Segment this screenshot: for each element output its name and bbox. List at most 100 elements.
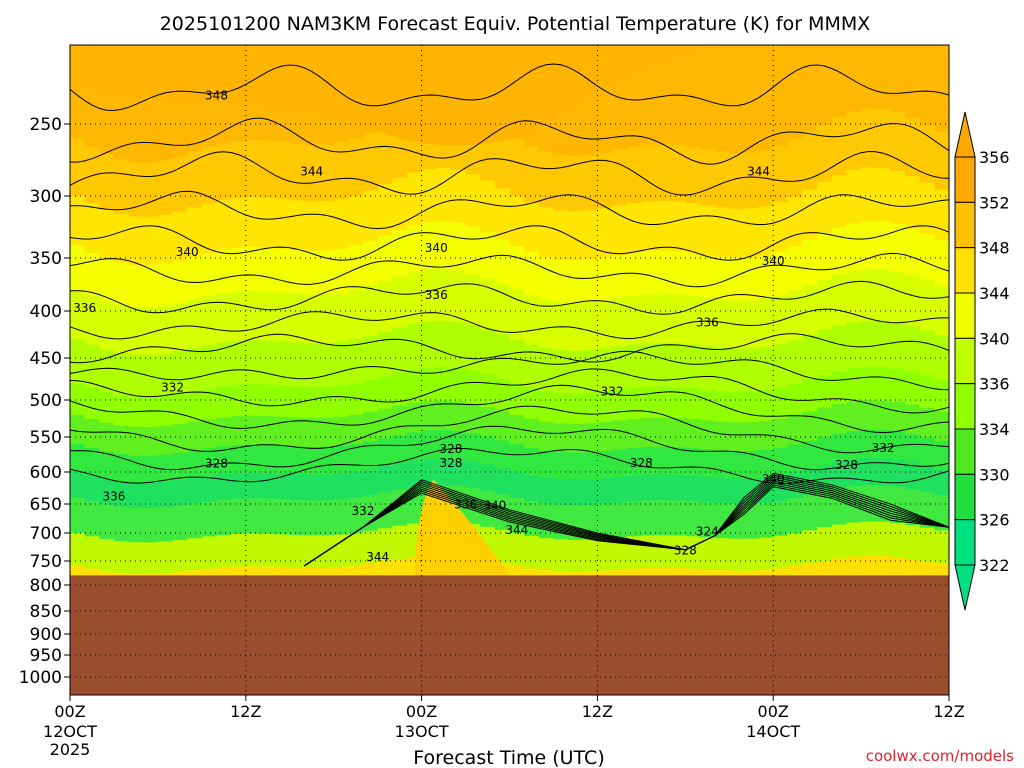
fill-cell	[201, 203, 218, 254]
fill-cell	[861, 521, 877, 557]
fill-cell	[919, 280, 935, 332]
contour-label: 324	[696, 524, 719, 538]
contour-label: 332	[601, 385, 624, 399]
fill-cell	[113, 541, 130, 574]
fill-cell	[99, 504, 115, 540]
contour-label: 328	[674, 543, 697, 557]
fill-cell	[743, 152, 760, 209]
fill-cell	[831, 227, 848, 275]
fill-cell	[685, 45, 701, 148]
fill-cell	[231, 445, 247, 474]
fill-cell	[582, 539, 598, 572]
fill-cell	[597, 538, 613, 572]
fill-cell	[70, 497, 86, 534]
fill-cell	[436, 366, 452, 402]
fill-cell	[187, 391, 203, 423]
fill-cell	[143, 482, 159, 509]
fill-cell	[568, 260, 584, 304]
fill-cell	[450, 459, 467, 487]
fill-cell	[919, 437, 935, 467]
fill-cell	[289, 446, 305, 475]
fill-cell	[699, 569, 716, 576]
fill-cell	[875, 45, 891, 110]
fill-cell	[84, 419, 100, 449]
fill-cell	[128, 264, 144, 308]
fill-cell	[377, 281, 393, 333]
fill-cell	[758, 45, 774, 151]
fill-cell	[641, 251, 657, 296]
x-tick-label: 12Z	[582, 702, 613, 721]
fill-cell	[201, 296, 218, 346]
fill-cell	[612, 420, 628, 451]
terrain-block	[70, 575, 949, 695]
fill-cell	[802, 189, 818, 241]
fill-cell	[538, 299, 555, 349]
contour-line	[69, 225, 950, 261]
fill-cell	[231, 473, 247, 500]
fill-cell	[861, 167, 877, 222]
fill-cell	[802, 563, 818, 576]
fill-cell	[626, 295, 642, 346]
fill-cell	[509, 196, 525, 247]
fill-cell	[216, 143, 232, 201]
x-tick-label: 12Z	[230, 702, 261, 721]
fill-cell	[641, 343, 657, 388]
contour-label: 344	[366, 550, 389, 564]
y-axis: 250 300 350 400 450 500 550 600 650 700 750 800 850 9…	[19, 115, 70, 688]
fill-cell	[890, 170, 906, 225]
fill-cell	[787, 533, 804, 567]
fill-cell	[113, 159, 130, 215]
fill-cell	[817, 124, 833, 183]
colorbar-label: 344	[979, 284, 1010, 303]
fill-cell	[919, 407, 935, 439]
fill-cell	[919, 182, 935, 235]
fill-cell	[245, 444, 262, 474]
fill-cell	[612, 502, 628, 538]
fill-cell	[363, 441, 379, 470]
fill-cell	[817, 527, 833, 562]
fill-cell	[172, 156, 188, 213]
fill-cell	[846, 368, 862, 403]
fill-cell	[172, 480, 188, 507]
fill-cell	[260, 197, 276, 249]
fill-cell	[319, 144, 335, 202]
fill-cell	[216, 249, 232, 295]
fill-cell	[231, 533, 247, 568]
fill-cell	[70, 472, 86, 499]
fill-cell	[201, 568, 218, 576]
fill-cell	[363, 495, 379, 532]
fill-cell	[656, 500, 672, 536]
fill-cell	[289, 342, 305, 387]
fill-cell	[304, 201, 320, 252]
fill-cell	[699, 389, 716, 422]
fill-cell	[670, 294, 686, 344]
fill-cell	[260, 415, 276, 446]
colorbar-label: 352	[979, 193, 1010, 212]
fill-warm-344	[414, 479, 510, 576]
fill-cell	[524, 252, 540, 297]
fill-cell	[450, 270, 467, 323]
fill-cell	[509, 383, 525, 416]
fill-cell	[275, 534, 291, 568]
fill-cell	[743, 391, 760, 423]
fill-cell	[348, 196, 364, 247]
fill-cell	[70, 414, 86, 445]
fill-cell	[465, 226, 481, 275]
fill-cell	[890, 522, 906, 558]
fill-cell	[612, 255, 628, 299]
fill-cell	[70, 339, 86, 384]
contour-label: 340	[483, 499, 506, 513]
fill-cell	[319, 343, 335, 388]
fill-cell	[465, 461, 481, 489]
fill-cell	[758, 569, 774, 576]
fill-cell	[392, 276, 408, 329]
fill-cell	[699, 149, 716, 207]
contour-lines	[69, 63, 950, 567]
fill-cell	[406, 272, 423, 325]
fill-cell	[626, 448, 642, 477]
fill-cell	[392, 489, 408, 527]
fill-cell	[699, 205, 716, 256]
fill-cell	[348, 472, 364, 499]
contour-label: 332	[352, 504, 375, 518]
